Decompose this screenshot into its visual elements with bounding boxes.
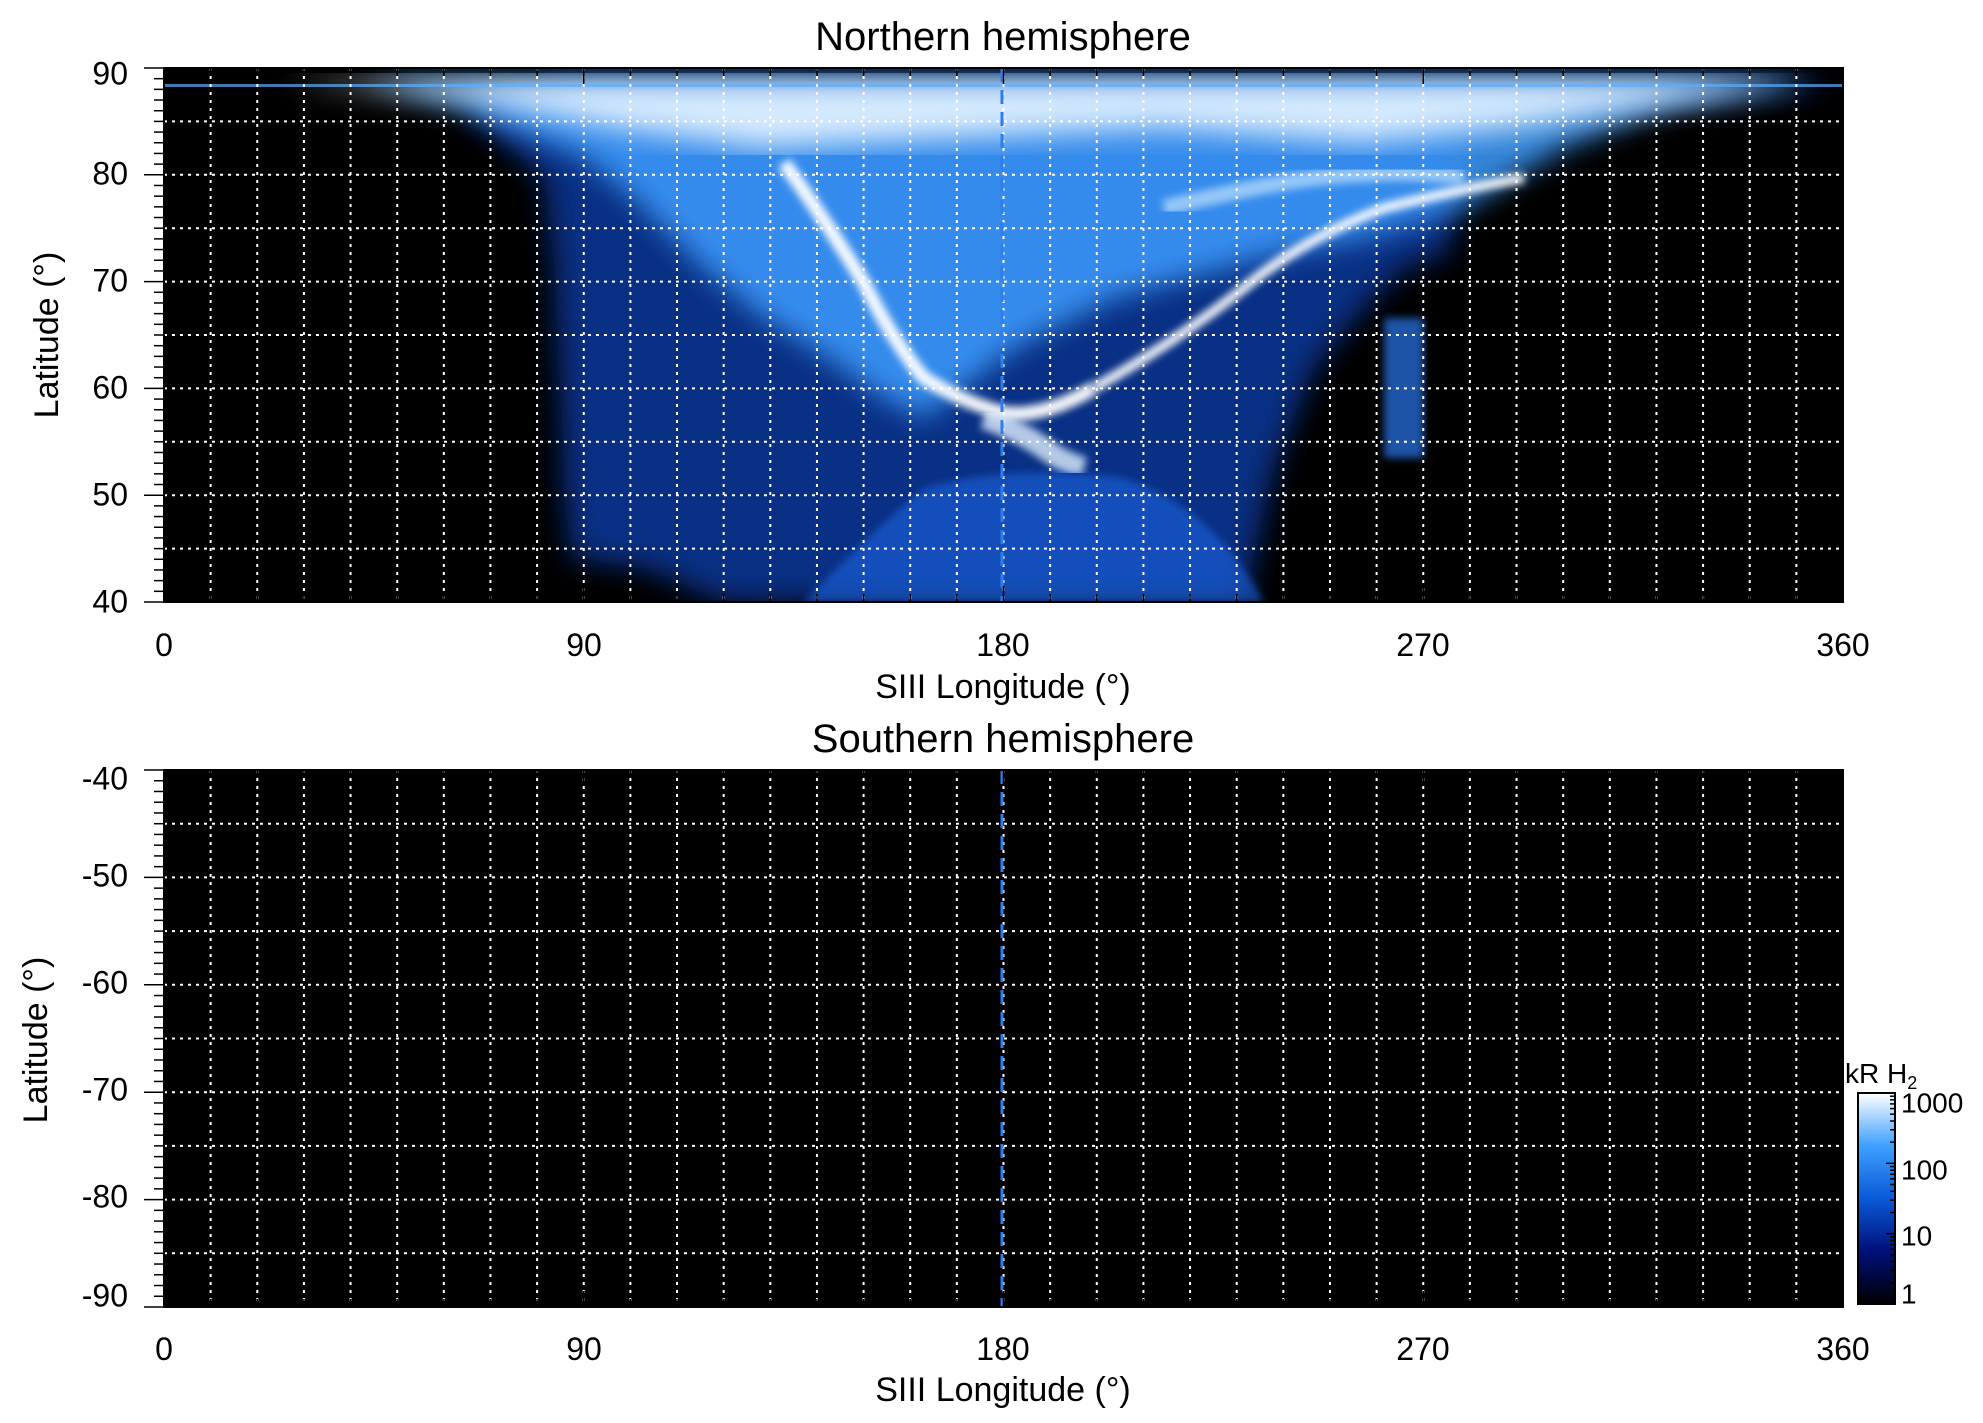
- north-panel: Northern hemisphere: [28, 15, 1870, 706]
- north-y-tick-label: 60: [92, 369, 128, 405]
- colorbar: kR H2 1000 100 10 1: [1845, 1058, 1963, 1309]
- colorbar-title: kR H2: [1845, 1058, 1917, 1093]
- north-x-tick-label: 90: [566, 627, 602, 663]
- south-x-tick-label: 90: [566, 1331, 602, 1367]
- south-ticks: [144, 769, 1844, 1308]
- north-y-tick-labels: 40 50 60 70 80 90: [92, 55, 128, 619]
- south-y-tick-label: -90: [82, 1277, 128, 1313]
- south-x-tick-label: 270: [1396, 1331, 1449, 1367]
- north-x-axis-label: SIII Longitude (°): [875, 668, 1131, 706]
- colorbar-title-subscript: 2: [1907, 1073, 1917, 1093]
- south-plot-area: [164, 770, 1843, 1307]
- south-y-tick-label: -40: [82, 760, 128, 796]
- colorbar-tick-label: 10: [1901, 1220, 1932, 1251]
- north-title: Northern hemisphere: [815, 15, 1191, 59]
- north-x-tick-label: 360: [1816, 627, 1869, 663]
- colorbar-tick-label: 1000: [1901, 1087, 1963, 1118]
- south-x-tick-label: 180: [976, 1331, 1029, 1367]
- north-x-tick-label: 270: [1396, 627, 1449, 663]
- south-y-tick-label: -50: [82, 857, 128, 893]
- north-y-tick-label: 90: [92, 55, 128, 91]
- north-y-tick-label: 80: [92, 155, 128, 191]
- south-x-tick-labels: 0 90 180 270 360: [155, 1331, 1870, 1367]
- north-plot-area: [164, 68, 1843, 602]
- south-x-axis-label: SIII Longitude (°): [875, 1371, 1131, 1409]
- colorbar-tick-label: 100: [1901, 1154, 1948, 1185]
- colorbar-tick-label: 1: [1901, 1278, 1917, 1309]
- south-y-tick-label: -80: [82, 1178, 128, 1214]
- north-y-tick-label: 50: [92, 476, 128, 512]
- colorbar-ticks: [1886, 1092, 1895, 1305]
- colorbar-gradient: [1857, 1092, 1896, 1305]
- south-y-tick-labels: -40 -50 -60 -70 -80 -90: [82, 760, 128, 1313]
- north-y-axis-label: Latitude (°): [28, 252, 66, 419]
- north-x-tick-label: 0: [155, 627, 173, 663]
- north-y-tick-label: 40: [92, 583, 128, 619]
- south-panel: Southern hemisphere -40 -50 -60 -70 -80 …: [17, 717, 1870, 1409]
- north-emission-map: [164, 80, 1843, 602]
- south-x-tick-label: 360: [1816, 1331, 1869, 1367]
- north-x-tick-label: 180: [976, 627, 1029, 663]
- south-y-axis-label: Latitude (°): [17, 957, 55, 1124]
- north-grid: [164, 68, 1843, 602]
- north-ticks: [144, 67, 1844, 603]
- north-y-tick-label: 70: [92, 262, 128, 298]
- south-x-tick-label: 0: [155, 1331, 173, 1367]
- north-x-tick-labels: 0 90 180 270 360: [155, 627, 1870, 663]
- south-y-tick-label: -70: [82, 1071, 128, 1107]
- south-title: Southern hemisphere: [812, 717, 1194, 761]
- south-y-tick-label: -60: [82, 964, 128, 1000]
